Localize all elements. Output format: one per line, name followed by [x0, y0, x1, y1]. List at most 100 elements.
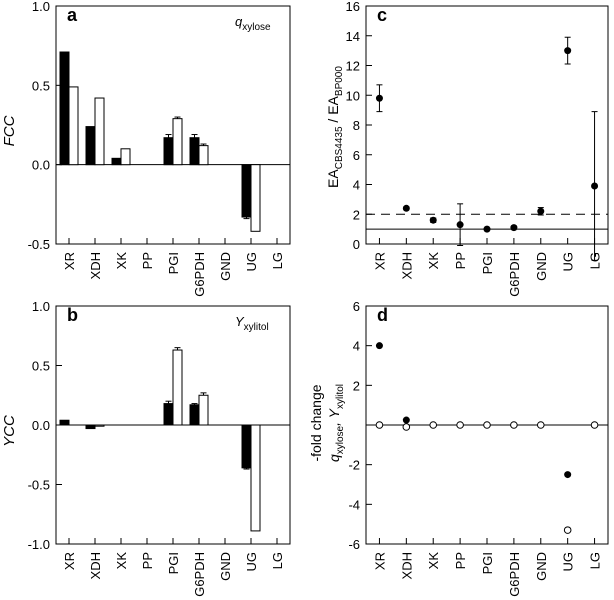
- data-point-open: [483, 421, 491, 429]
- y-tick-label: 0: [353, 237, 360, 252]
- x-tick-label: PP: [140, 552, 155, 569]
- y-tick-label: 0.0: [32, 418, 50, 433]
- y-tick-label: 6: [353, 299, 360, 314]
- bar-filled: [85, 424, 96, 430]
- y-tick-label: -0.5: [28, 478, 50, 493]
- x-tick-label: GND: [218, 552, 233, 581]
- y-tick-label: -2: [348, 458, 360, 473]
- data-point: [537, 207, 545, 215]
- panel-c: 0246810121416XRXDHXKPPPGIG6PDHGNDUGLGcEA…: [325, 0, 609, 297]
- x-tick-label: UG: [244, 252, 259, 272]
- y-tick-label: 0.5: [32, 78, 50, 93]
- bar-filled: [163, 403, 174, 426]
- data-point-filled: [564, 471, 572, 479]
- bar-filled: [189, 404, 200, 426]
- panel-annotation: Yxylitol: [235, 314, 269, 333]
- y-tick-label: 0.5: [32, 359, 50, 374]
- data-point-open: [429, 421, 438, 429]
- data-point: [591, 182, 599, 190]
- x-tick-label: XDH: [88, 252, 103, 279]
- y-axis-label: EACBS4435 / EABP000: [325, 66, 345, 188]
- x-tick-label: UG: [561, 552, 576, 572]
- x-tick-label: PGI: [166, 552, 181, 574]
- data-point: [564, 47, 572, 55]
- bar-filled: [111, 157, 122, 166]
- bar-open: [94, 424, 105, 427]
- x-tick-label: PGI: [166, 252, 181, 274]
- y-tick-label: -6: [348, 537, 360, 552]
- y-tick-label: 1.0: [32, 299, 50, 314]
- x-tick-label: XR: [372, 252, 387, 270]
- bar-filled: [85, 126, 96, 166]
- y-tick-label: 10: [346, 88, 360, 103]
- data-point-open: [563, 526, 572, 534]
- data-point-open: [536, 421, 545, 429]
- bar-filled: [59, 419, 70, 426]
- x-tick-label: XK: [114, 252, 129, 270]
- x-tick-label: UG: [561, 252, 576, 272]
- data-point: [375, 94, 383, 102]
- bar-open: [120, 148, 131, 166]
- data-point-open: [510, 421, 518, 429]
- panel-letter: c: [377, 5, 387, 25]
- x-tick-label: PP: [453, 552, 468, 569]
- y-tick-label: 16: [346, 0, 360, 14]
- x-tick-label: UG: [244, 552, 259, 572]
- y-tick-label: -4: [348, 497, 360, 512]
- bar-open: [198, 394, 209, 426]
- panel-letter: d: [377, 305, 388, 325]
- data-point-filled: [402, 416, 410, 424]
- x-tick-label: XR: [372, 552, 387, 570]
- bar-open: [94, 97, 105, 166]
- y-axis-label-line2: qxylose, Yxylitol: [326, 384, 346, 462]
- bar-open: [68, 86, 79, 166]
- y-tick-label: -0.5: [28, 237, 50, 252]
- x-tick-label: PGI: [480, 552, 495, 574]
- y-tick-label: 2: [353, 207, 360, 222]
- x-tick-label: PP: [140, 252, 155, 269]
- y-tick-label: 0.0: [32, 158, 50, 173]
- panel-annotation: qxylose: [235, 14, 271, 33]
- x-tick-label: XK: [426, 252, 441, 270]
- y-tick-label: 1.0: [32, 0, 50, 14]
- y-axis-label: FCC: [1, 115, 18, 146]
- x-tick-label: LG: [270, 552, 285, 569]
- x-tick-label: GND: [218, 252, 233, 281]
- bar-open: [198, 145, 209, 166]
- bar-open: [172, 349, 183, 426]
- bar-filled: [241, 164, 252, 218]
- data-point: [510, 224, 518, 232]
- panel-letter: a: [67, 5, 78, 25]
- panel-d: -6 -4 -2 2 4 6 XR XDH XK PP PGI G6PDH GND UG LG d -fold …: [308, 299, 609, 597]
- x-tick-label: LG: [270, 252, 285, 269]
- x-tick-label: PGI: [480, 252, 495, 274]
- x-tick-label: XDH: [399, 252, 414, 279]
- x-tick-label: XDH: [399, 552, 414, 579]
- data-point-open: [590, 421, 599, 429]
- panel-a: -0.5 0.0 0.5 1.0 XR XDH XK PP PGI G6PDH GND UG LG a FC…: [1, 0, 291, 297]
- y-tick-label: 12: [346, 59, 360, 74]
- data-point: [402, 204, 410, 212]
- y-axis-label-line1: -fold change: [308, 384, 324, 461]
- data-point: [483, 225, 491, 233]
- x-tick-label: XR: [62, 552, 77, 570]
- bar-filled: [241, 424, 252, 469]
- panel-letter: b: [67, 305, 78, 325]
- bar-open: [250, 424, 261, 532]
- bar-filled: [163, 137, 174, 166]
- y-tick-label: 4: [353, 339, 360, 354]
- x-tick-label: G6PDH: [507, 552, 522, 597]
- data-point: [456, 221, 464, 229]
- y-tick-label: 8: [353, 118, 360, 133]
- y-tick-label: 14: [346, 29, 360, 44]
- data-point-open: [402, 423, 411, 431]
- x-tick-label: G6PDH: [192, 552, 207, 597]
- x-tick-label: XDH: [88, 552, 103, 579]
- x-tick-label: GND: [534, 252, 549, 281]
- x-tick-label: XR: [62, 252, 77, 270]
- bar-filled: [189, 137, 200, 166]
- y-tick-label: 2: [353, 378, 360, 393]
- x-tick-label: GND: [534, 552, 549, 581]
- y-tick-label: 4: [353, 178, 360, 193]
